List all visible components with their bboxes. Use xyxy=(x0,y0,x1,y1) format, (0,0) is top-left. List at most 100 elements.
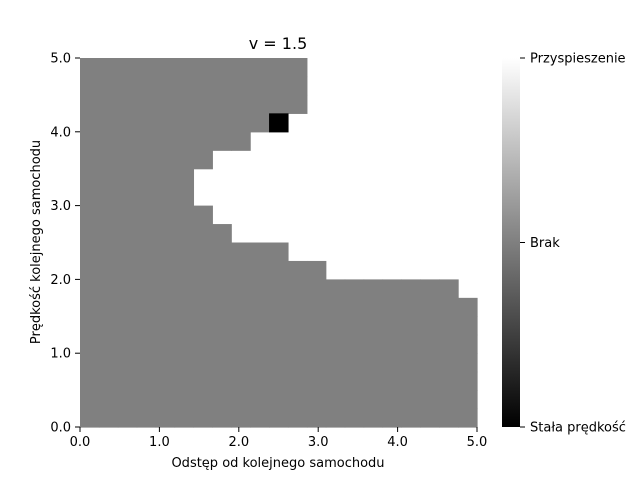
heatmap-cell xyxy=(231,94,251,114)
heatmap-cell xyxy=(117,224,138,244)
heatmap-cell xyxy=(193,353,213,373)
heatmap-cell xyxy=(80,260,100,280)
heatmap-cell xyxy=(231,316,251,336)
heatmap-cell xyxy=(155,279,176,299)
heatmap-cell xyxy=(439,408,459,428)
heatmap-cell xyxy=(212,76,232,96)
heatmap-cell xyxy=(231,408,251,428)
heatmap-cell xyxy=(250,260,270,280)
heatmap-cell xyxy=(401,279,421,299)
heatmap-cell xyxy=(136,279,157,299)
heatmap-cell xyxy=(117,297,138,317)
heatmap-cell xyxy=(136,58,157,78)
heatmap-cell xyxy=(287,279,308,299)
heatmap-cell xyxy=(117,390,138,410)
heatmap-cell xyxy=(155,242,176,262)
y-tick-label: 4.0 xyxy=(50,125,71,140)
heatmap-cell xyxy=(382,353,402,373)
heatmap-cell xyxy=(401,353,421,373)
heatmap-cell xyxy=(231,131,251,151)
heatmap-cell xyxy=(193,76,213,96)
heatmap-cell xyxy=(458,297,478,317)
heatmap-cell xyxy=(136,131,157,151)
heatmap-cell xyxy=(155,205,176,225)
heatmap-cell xyxy=(231,76,251,96)
y-tick-label: 2.0 xyxy=(50,273,71,288)
heatmap-cell xyxy=(363,316,384,336)
heatmap-cell xyxy=(80,297,100,317)
heatmap-cell xyxy=(212,131,232,151)
heatmap-cell xyxy=(287,58,308,78)
heatmap-cell xyxy=(269,113,289,133)
heatmap-cell xyxy=(344,279,365,299)
heatmap-cell xyxy=(287,408,308,428)
heatmap-cell xyxy=(117,168,138,188)
heatmap-cell xyxy=(174,334,195,354)
heatmap-cell xyxy=(136,150,157,170)
heatmap-cell xyxy=(344,316,365,336)
y-axis: 0.0 1.0 2.0 3.0 4.0 5.0 xyxy=(50,52,80,436)
heatmap-cell xyxy=(325,371,346,391)
heatmap-cell xyxy=(193,113,213,133)
heatmap-cell xyxy=(174,113,195,133)
heatmap-cell xyxy=(306,334,327,354)
heatmap-cell xyxy=(117,408,138,428)
heatmap-cell xyxy=(401,316,421,336)
heatmap-cell xyxy=(269,334,289,354)
heatmap-cell xyxy=(193,390,213,410)
heatmap-cell xyxy=(344,390,365,410)
x-tick-label: 0.0 xyxy=(70,435,91,450)
heatmap-cell xyxy=(269,76,289,96)
heatmap-cell xyxy=(269,279,289,299)
heatmap-cell xyxy=(250,297,270,317)
heatmap-cell xyxy=(80,150,100,170)
heatmap-cell xyxy=(98,408,119,428)
heatmap-cell xyxy=(98,279,119,299)
y-tick-label: 0.0 xyxy=(50,421,71,436)
heatmap-cell xyxy=(136,242,157,262)
heatmap-cell xyxy=(212,408,232,428)
heatmap-cell xyxy=(174,94,195,114)
heatmap-cell xyxy=(212,260,232,280)
heatmap-cell xyxy=(420,390,440,410)
heatmap-cell xyxy=(458,316,478,336)
heatmap-cell xyxy=(193,316,213,336)
heatmap-cell xyxy=(212,113,232,133)
heatmap-cell xyxy=(382,334,402,354)
heatmap-cell xyxy=(325,390,346,410)
heatmap-cell xyxy=(212,224,232,244)
heatmap-cell xyxy=(439,316,459,336)
heatmap-cell xyxy=(174,316,195,336)
heatmap-cell xyxy=(231,242,251,262)
heatmap-cell xyxy=(98,390,119,410)
heatmap-cell xyxy=(193,242,213,262)
heatmap-cell xyxy=(155,224,176,244)
heatmap-cell xyxy=(80,76,100,96)
heatmap-cell xyxy=(193,58,213,78)
heatmap-cell xyxy=(193,260,213,280)
heatmap-cell xyxy=(250,371,270,391)
heatmap-cell xyxy=(117,58,138,78)
heatmap-cell xyxy=(420,334,440,354)
heatmap-cell xyxy=(231,279,251,299)
heatmap-cell xyxy=(325,316,346,336)
x-axis-label: Odstęp od kolejnego samochodu xyxy=(171,456,384,471)
heatmap-cell xyxy=(306,408,327,428)
y-tick-label: 5.0 xyxy=(50,52,71,67)
heatmap-cell xyxy=(363,390,384,410)
x-tick-label: 1.0 xyxy=(149,435,170,450)
heatmap-cell xyxy=(287,334,308,354)
heatmap-cell xyxy=(306,353,327,373)
heatmap-cell xyxy=(231,334,251,354)
heatmap-cell xyxy=(458,371,478,391)
heatmap-cell xyxy=(136,94,157,114)
heatmap-cell xyxy=(193,334,213,354)
heatmap-cell xyxy=(269,316,289,336)
heatmap-cell xyxy=(401,334,421,354)
heatmap-cell xyxy=(382,297,402,317)
heatmap-cell xyxy=(287,297,308,317)
heatmap-cell xyxy=(174,408,195,428)
heatmap-cell xyxy=(174,260,195,280)
heatmap-cell xyxy=(193,131,213,151)
